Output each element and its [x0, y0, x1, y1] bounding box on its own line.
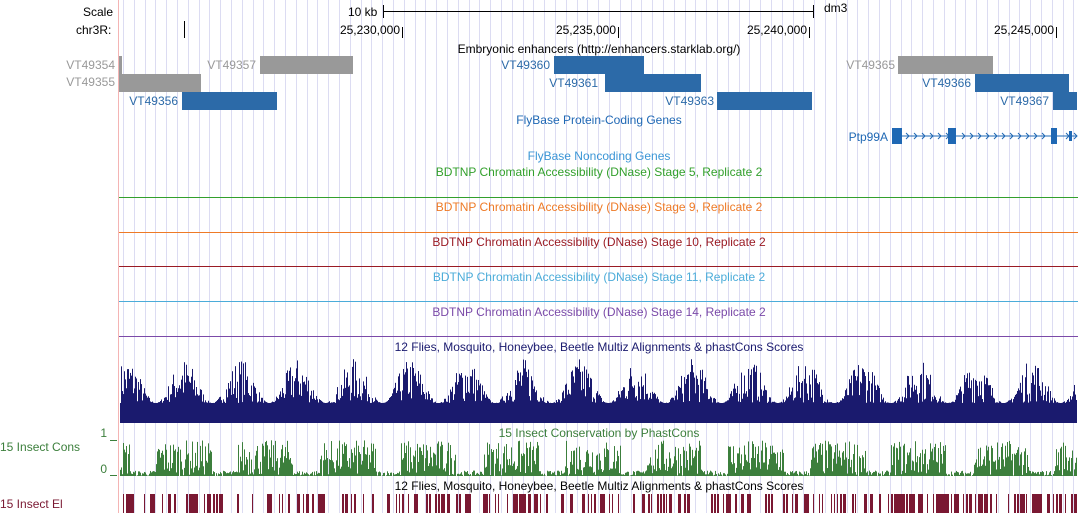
enhancer-feature[interactable] [898, 56, 993, 74]
ruler-tick [184, 21, 185, 38]
conservation-axis-top [110, 440, 117, 441]
enhancer-label[interactable]: VT49361 [549, 76, 598, 90]
scale-bar-left-end [383, 5, 384, 18]
chrom-label: chr3R: [76, 23, 112, 37]
enhancer-feature[interactable] [605, 74, 701, 92]
dnase-stage11-signal[interactable] [119, 301, 1078, 302]
enhancer-feature[interactable] [1053, 92, 1077, 110]
enhancer-label[interactable]: VT49356 [129, 94, 178, 108]
dnase-stage14-signal[interactable] [119, 336, 1078, 337]
ruler-position: 25,245,000 [993, 23, 1054, 37]
ruler-tick [618, 27, 619, 38]
enhancer-label[interactable]: VT49366 [922, 76, 971, 90]
dnase-stage9-signal[interactable] [119, 232, 1078, 233]
enhancer-feature[interactable] [975, 74, 1069, 92]
enhancer-label[interactable]: VT49355 [66, 75, 115, 89]
left-margin-line [118, 0, 119, 513]
enhancer-feature[interactable] [119, 74, 201, 92]
ruler-position: 25,235,000 [555, 23, 616, 37]
scale-bar-right-end [813, 5, 814, 18]
multiz-track-title[interactable]: 12 Flies, Mosquito, Honeybee, Beetle Mul… [394, 340, 804, 354]
scale-bar-label: 10 kb [348, 5, 378, 19]
conservation-axis-bottom [110, 475, 117, 476]
ruler-position: 25,240,000 [746, 23, 807, 37]
ruler-tick [402, 27, 403, 38]
noncoding-track-title[interactable]: FlyBase Noncoding Genes [527, 149, 671, 163]
conservation-side-label[interactable]: 15 Insect Cons [0, 440, 81, 454]
elements-side-label[interactable]: 15 Insect El [0, 497, 63, 511]
scale-bar [383, 11, 814, 12]
dnase-stage5-signal[interactable] [119, 197, 1078, 198]
conservation-track-title[interactable]: 15 Insect Conservation by PhastCons [498, 426, 700, 440]
enhancer-label[interactable]: VT49354 [66, 58, 115, 72]
elements-track-title[interactable]: 12 Flies, Mosquito, Honeybee, Beetle Mul… [394, 479, 804, 493]
enhancer-label[interactable]: VT49357 [207, 58, 256, 72]
gene-label-ptp99a[interactable]: Ptp99A [848, 130, 888, 144]
enhancer-feature[interactable] [717, 92, 812, 110]
conservation-ymin: 0 [100, 462, 107, 476]
dnase-stage14-title[interactable]: BDTNP Chromatin Accessibility (DNase) St… [432, 305, 766, 319]
dnase-stage10-title[interactable]: BDTNP Chromatin Accessibility (DNase) St… [432, 235, 766, 249]
enhancer-label[interactable]: VT49360 [501, 58, 550, 72]
enhancer-feature[interactable] [119, 56, 122, 74]
ruler-tick [1056, 27, 1057, 38]
dnase-stage5-title[interactable]: BDTNP Chromatin Accessibility (DNase) St… [435, 165, 763, 179]
ruler-position: 25,230,000 [339, 23, 400, 37]
conservation-ymax: 1 [100, 426, 107, 440]
enhancers-track-title[interactable]: Embryonic enhancers (http://enhancers.st… [457, 42, 741, 56]
assembly-label: dm3 [824, 1, 848, 15]
protein-coding-track-title[interactable]: FlyBase Protein-Coding Genes [516, 113, 682, 127]
ruler-tick [809, 27, 810, 38]
enhancer-feature[interactable] [554, 56, 644, 74]
dnase-stage11-title[interactable]: BDTNP Chromatin Accessibility (DNase) St… [432, 270, 766, 284]
enhancer-feature[interactable] [182, 92, 277, 110]
enhancer-label[interactable]: VT49365 [846, 58, 895, 72]
dnase-stage10-signal[interactable] [119, 266, 1078, 267]
dnase-stage9-title[interactable]: BDTNP Chromatin Accessibility (DNase) St… [435, 200, 763, 214]
enhancer-feature[interactable] [260, 56, 353, 74]
enhancer-label[interactable]: VT49363 [665, 94, 714, 108]
scale-label: Scale [83, 5, 114, 19]
enhancer-label[interactable]: VT49367 [1000, 94, 1049, 108]
